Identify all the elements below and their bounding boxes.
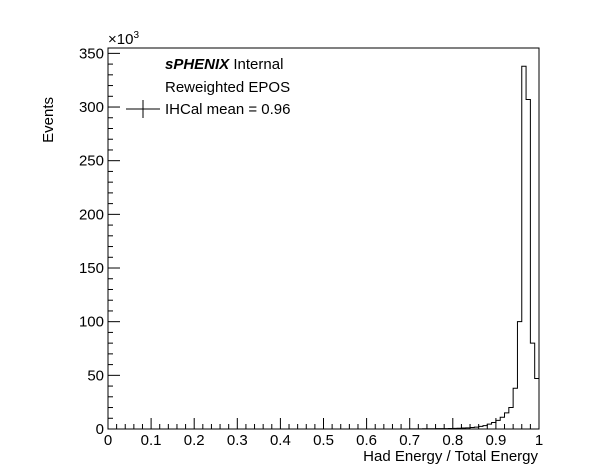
histogram-bin <box>522 66 526 429</box>
histogram-bin <box>500 417 504 429</box>
histogram-bin <box>509 408 513 429</box>
histogram-bin <box>487 424 491 429</box>
y-tick-label: 0 <box>96 421 104 438</box>
histogram-bin <box>517 322 521 429</box>
x-tick-label: 0.5 <box>313 432 334 449</box>
histogram-bin <box>496 420 500 429</box>
x-tick-label: 1 <box>535 432 543 449</box>
x-axis: 0 0.1 0.2 0.3 0.4 0.5 0.6 0.7 0.8 0.9 1 <box>104 418 543 449</box>
histogram-bin <box>513 388 517 429</box>
x-tick-label: 0.4 <box>270 432 291 449</box>
x-tick-label: 0.1 <box>141 432 162 449</box>
x-axis-title: Had Energy / Total Energy <box>363 448 538 465</box>
y-tick-label: 250 <box>79 153 104 170</box>
legend: sPHENIX Internal Reweighted EPOS IHCal m… <box>126 56 291 118</box>
x-tick-label: 0 <box>104 432 112 449</box>
y-multiplier-base: ×10 <box>108 31 133 48</box>
legend-title: sPHENIX Internal <box>165 56 283 73</box>
y-tick-label: 350 <box>79 45 104 62</box>
x-tick-label: 0.9 <box>485 432 506 449</box>
legend-brand: sPHENIX <box>165 56 230 73</box>
histogram-bin <box>505 413 509 429</box>
y-axis: 0 50 100 150 200 250 300 350 <box>79 45 120 438</box>
x-tick-label: 0.2 <box>184 432 205 449</box>
legend-entry: IHCal mean = 0.96 <box>165 101 291 118</box>
y-tick-label: 300 <box>79 99 104 116</box>
y-axis-title: Events <box>40 97 57 143</box>
legend-status: Internal <box>233 56 283 73</box>
y-tick-label: 200 <box>79 206 104 223</box>
x-tick-label: 0.6 <box>356 432 377 449</box>
histogram-outline <box>108 66 539 429</box>
y-tick-label: 150 <box>79 260 104 277</box>
y-tick-label: 50 <box>87 367 104 384</box>
legend-dataset: Reweighted EPOS <box>165 79 290 96</box>
histogram-bins <box>410 66 539 429</box>
y-multiplier: ×103 <box>108 30 139 48</box>
histogram-bin <box>526 100 530 429</box>
x-tick-label: 0.7 <box>399 432 420 449</box>
y-multiplier-exponent: 3 <box>133 30 139 41</box>
x-tick-label: 0.3 <box>227 432 248 449</box>
y-tick-label: 100 <box>79 314 104 331</box>
x-tick-label: 0.8 <box>442 432 463 449</box>
histogram-bin <box>530 343 534 429</box>
histogram-bin <box>535 379 539 429</box>
histogram-bin <box>492 423 496 429</box>
histogram-bin <box>483 426 487 429</box>
